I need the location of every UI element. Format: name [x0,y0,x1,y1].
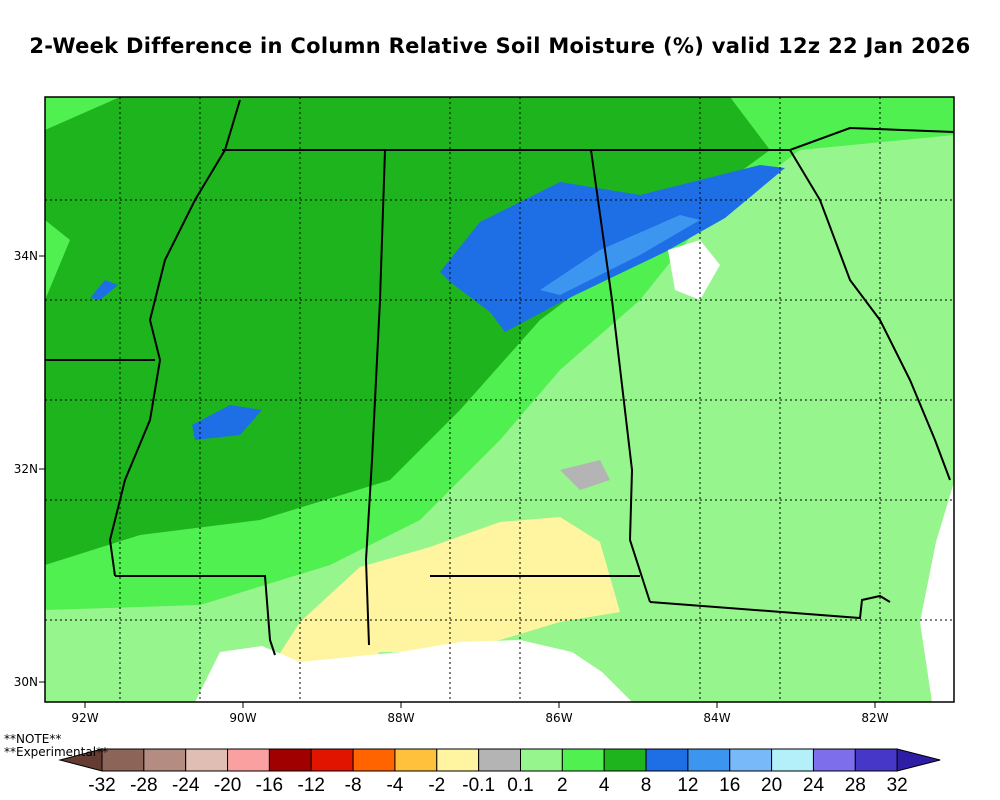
colorbar-swatch [185,748,229,772]
colorbar-label: 2 [557,775,568,796]
lat-label: 30N [14,675,38,689]
colorbar-swatch [478,748,521,772]
field-minus2-to-0 [250,517,620,700]
colorbar-label: -12 [298,775,325,796]
axis-labels: 92W 90W 88W 86W 84W 82W 34N 32N 30N [14,249,889,725]
ga-fl-border [649,594,891,620]
colorbar-label: -20 [214,775,241,796]
gulf-of-mexico [195,640,632,702]
colorbar-swatch [603,748,647,772]
colorbar-swatch [268,748,312,772]
colorbar: -32 -28 -24 -20 -16 -12 -8 -4 -2 -0.1 0.1 2 4 8 12 16 20… [58,748,941,796]
tn-southern-border [222,126,954,151]
colorbar-label: -8 [345,775,362,796]
mississippi-river [108,99,241,577]
colorbar-swatch [854,748,898,772]
field-12-to-16 [540,215,700,295]
lon-label: 84W [703,711,730,725]
lon-label: 90W [229,711,256,725]
al-ga-border [590,149,651,603]
ms-al-border [364,149,386,646]
colorbar-label: 16 [719,775,740,796]
lat-label: 32N [14,462,38,476]
colorbar-label: 0.1 [507,775,533,796]
colorbar-label: 28 [845,775,866,796]
colorbar-swatch [771,748,814,772]
colorbar-label: -32 [88,775,115,796]
map-title: 2-Week Difference in Column Relative Soi… [29,34,971,58]
note-label: **NOTE** [4,732,62,746]
map-fields [45,97,954,702]
colorbar-swatch [101,748,145,772]
colorbar-label: 4 [599,775,610,796]
missing-data-patch [668,240,720,300]
colorbar-arrow-high [896,748,941,772]
colorbar-swatch [143,748,187,772]
colorbar-label: 8 [641,775,652,796]
colorbar-label: -24 [172,775,200,796]
lon-label: 82W [861,711,888,725]
field-8-to-12-west [192,405,262,440]
colorbar-label: 32 [887,775,908,796]
field-8-to-12-nw [90,280,118,300]
colorbar-swatch [436,748,480,772]
field-minus0-1-to-0-1 [560,460,610,490]
map-frame [44,96,955,703]
lon-label: 88W [387,711,414,725]
lat-label: 34N [14,249,38,263]
ms-la-border [115,575,276,656]
atlantic-ocean [920,482,954,702]
colorbar-swatch [812,748,856,772]
colorbar-label: -2 [428,775,445,796]
colorbar-swatch [561,748,605,772]
colorbar-label: -16 [256,775,283,796]
colorbar-label: -0.1 [462,775,495,796]
lon-label: 92W [71,711,98,725]
colorbar-label: 12 [677,775,698,796]
colorbar-swatch [687,748,731,772]
colorbar-label: 20 [761,775,782,796]
county-lines [45,97,954,702]
colorbar-swatch [520,748,563,772]
colorbar-swatch [352,748,396,772]
colorbar-label: 24 [803,775,825,796]
colorbar-label: -28 [130,775,157,796]
colorbar-swatch [310,748,354,772]
colorbar-swatch [729,748,773,772]
experimental-label: **Experimental** [4,745,109,759]
colorbar-swatch [227,748,270,772]
lon-label: 86W [545,711,572,725]
colorbar-swatch [394,748,438,772]
colorbar-label: -4 [386,775,403,796]
colorbar-swatch [645,748,689,772]
